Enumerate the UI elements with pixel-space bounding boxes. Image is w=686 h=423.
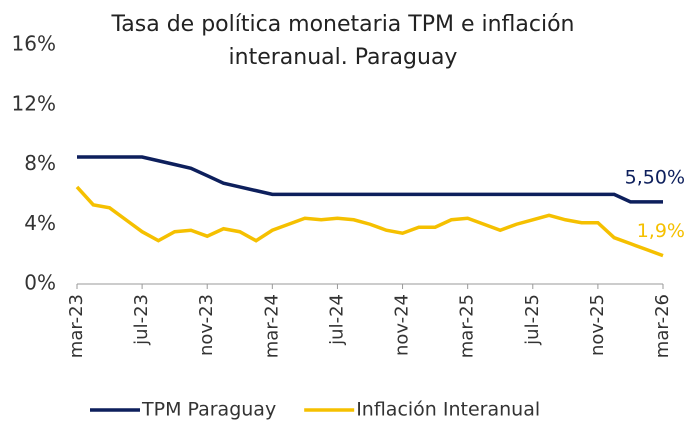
series-line xyxy=(77,155,663,204)
data-label: 1,9% xyxy=(637,220,685,242)
x-tick-label: mar-25 xyxy=(457,294,478,358)
x-tick-label: jul-24 xyxy=(326,294,347,346)
x-tick-label: mar-26 xyxy=(652,294,673,358)
x-tick-label: jul-25 xyxy=(522,294,543,346)
y-tick-label: 12% xyxy=(12,91,56,115)
y-tick-label: 4% xyxy=(24,211,56,235)
legend-label: Inflación Interanual xyxy=(356,399,540,421)
x-tick-label: mar-23 xyxy=(66,294,87,358)
y-tick-label: 16% xyxy=(12,32,56,56)
x-tick-label: nov-25 xyxy=(587,294,608,356)
y-tick-label: 0% xyxy=(24,271,56,295)
x-tick-label: mar-24 xyxy=(261,294,282,358)
chart-title: Tasa de política monetaria TPM e inflaci… xyxy=(111,12,575,70)
x-tick-label: nov-24 xyxy=(392,294,413,356)
x-tick-label: nov-23 xyxy=(196,294,217,356)
series-line xyxy=(75,185,664,258)
data-label: 5,50% xyxy=(625,166,685,188)
y-tick-label: 8% xyxy=(24,151,56,175)
x-tick-label: jul-23 xyxy=(131,294,152,346)
legend-label: TPM Paraguay xyxy=(141,399,276,421)
